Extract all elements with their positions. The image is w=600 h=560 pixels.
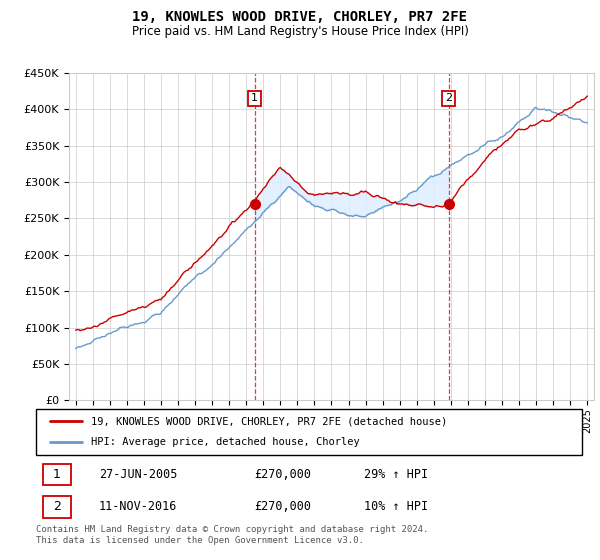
Text: 19, KNOWLES WOOD DRIVE, CHORLEY, PR7 2FE: 19, KNOWLES WOOD DRIVE, CHORLEY, PR7 2FE [133,10,467,24]
Text: HPI: Average price, detached house, Chorley: HPI: Average price, detached house, Chor… [91,437,359,447]
Text: 2: 2 [445,94,452,103]
Text: £270,000: £270,000 [254,468,311,480]
Text: 11-NOV-2016: 11-NOV-2016 [99,501,177,514]
Text: 10% ↑ HPI: 10% ↑ HPI [364,501,428,514]
Text: 2: 2 [53,501,61,514]
Text: £270,000: £270,000 [254,501,311,514]
Text: 19, KNOWLES WOOD DRIVE, CHORLEY, PR7 2FE (detached house): 19, KNOWLES WOOD DRIVE, CHORLEY, PR7 2FE… [91,416,447,426]
Bar [43,496,71,517]
Text: 27-JUN-2005: 27-JUN-2005 [99,468,177,480]
Bar [43,464,71,485]
Text: Contains HM Land Registry data © Crown copyright and database right 2024.
This d: Contains HM Land Registry data © Crown c… [36,525,428,545]
Text: 29% ↑ HPI: 29% ↑ HPI [364,468,428,480]
Text: 1: 1 [53,468,61,480]
Text: 1: 1 [251,94,258,103]
Text: Price paid vs. HM Land Registry's House Price Index (HPI): Price paid vs. HM Land Registry's House … [131,25,469,38]
